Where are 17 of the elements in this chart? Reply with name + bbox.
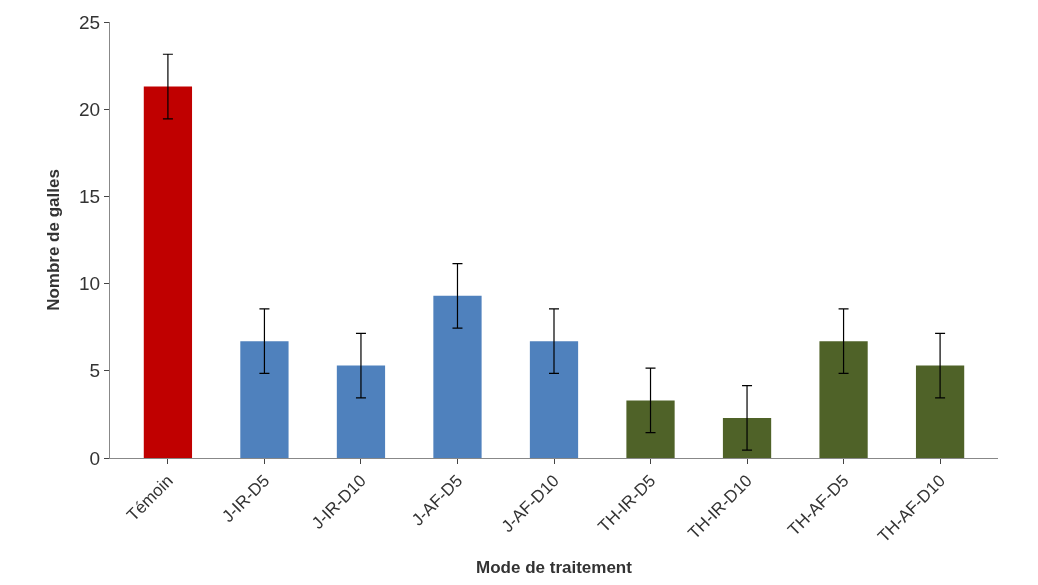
bar — [336, 365, 386, 458]
bar — [240, 341, 289, 458]
bar — [915, 365, 965, 458]
y-tick-label: 0 — [89, 447, 101, 469]
x-axis-title: Mode de traitement — [476, 557, 633, 577]
y-tick-label: 20 — [79, 98, 101, 120]
bar — [143, 86, 193, 458]
y-tick-label: 10 — [79, 273, 101, 295]
bar — [819, 341, 868, 458]
bar — [722, 417, 772, 458]
bar — [433, 295, 482, 458]
y-tick-label: 25 — [79, 11, 101, 33]
bar — [626, 400, 675, 458]
y-tick-label: 5 — [89, 360, 101, 382]
y-axis-title: Nombre de galles — [43, 169, 63, 311]
y-tick-label: 15 — [79, 186, 101, 208]
bar — [529, 341, 579, 458]
